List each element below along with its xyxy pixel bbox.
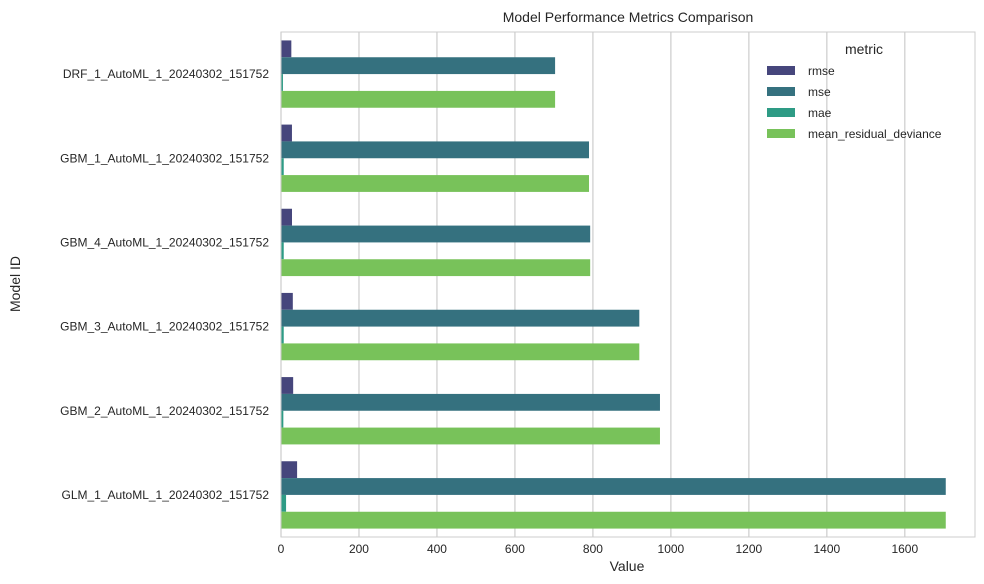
bar-mae-1 xyxy=(281,158,284,176)
bar-mae-5 xyxy=(281,494,287,512)
bar-mean_residual_deviance-0 xyxy=(281,90,556,108)
bar-rmse-2 xyxy=(281,208,292,226)
y-tick-label: GLM_1_AutoML_1_20240302_151752 xyxy=(61,488,269,502)
bar-rmse-3 xyxy=(281,292,293,310)
bar-mse-2 xyxy=(281,225,591,243)
x-tick-label: 1600 xyxy=(891,542,918,556)
chart-title: Model Performance Metrics Comparison xyxy=(503,9,754,25)
legend-title: metric xyxy=(845,41,883,57)
legend-label-mae: mae xyxy=(808,106,832,120)
x-tick-label: 600 xyxy=(505,542,525,556)
legend-label-mse: mse xyxy=(808,85,831,99)
x-tick-label: 1200 xyxy=(736,542,763,556)
bar-rmse-0 xyxy=(281,40,292,58)
bar-rmse-1 xyxy=(281,124,292,142)
bar-mean_residual_deviance-2 xyxy=(281,259,591,277)
x-tick-label: 200 xyxy=(349,542,369,556)
bar-rmse-5 xyxy=(281,461,298,479)
x-axis-title: Value xyxy=(610,558,645,574)
bar-mean_residual_deviance-5 xyxy=(281,511,946,529)
bar-mean_residual_deviance-1 xyxy=(281,175,590,192)
bar-mae-2 xyxy=(281,242,284,260)
legend-label-rmse: rmse xyxy=(808,64,835,78)
y-axis-ticks: DRF_1_AutoML_1_20240302_151752 GBM_1_Auto… xyxy=(60,67,269,502)
bars xyxy=(281,40,946,529)
legend-swatch-mse xyxy=(767,87,795,96)
bar-mse-4 xyxy=(281,393,660,411)
legend-swatch-mean_residual_deviance xyxy=(767,129,795,138)
bar-mse-5 xyxy=(281,478,946,495)
legend-label-mean_residual_deviance: mean_residual_deviance xyxy=(808,127,942,141)
legend-swatch-mae xyxy=(767,108,795,117)
bar-mse-3 xyxy=(281,309,640,327)
y-tick-label: GBM_1_AutoML_1_20240302_151752 xyxy=(60,151,269,165)
x-axis-ticks: 0 200 400 600 800 1000 1200 1400 1600 xyxy=(278,542,919,556)
y-tick-label: DRF_1_AutoML_1_20240302_151752 xyxy=(63,67,269,81)
x-tick-label: 0 xyxy=(278,542,285,556)
x-tick-label: 400 xyxy=(427,542,447,556)
legend-swatch-rmse xyxy=(767,66,795,75)
bar-mean_residual_deviance-4 xyxy=(281,427,660,445)
bar-mse-0 xyxy=(281,57,556,75)
bar-rmse-4 xyxy=(281,377,294,394)
legend: metric rmse mse mae mean_residual_deviance xyxy=(767,41,942,141)
bar-mean_residual_deviance-3 xyxy=(281,343,640,361)
y-tick-label: GBM_4_AutoML_1_20240302_151752 xyxy=(60,235,269,249)
x-tick-label: 1400 xyxy=(813,542,840,556)
y-axis-title: Model ID xyxy=(7,256,23,312)
bar-mse-1 xyxy=(281,141,590,159)
y-tick-label: GBM_3_AutoML_1_20240302_151752 xyxy=(60,320,269,334)
grid xyxy=(280,32,906,537)
bar-mae-0 xyxy=(281,74,283,91)
plot-frame xyxy=(280,31,976,538)
x-tick-label: 800 xyxy=(583,542,603,556)
y-tick-label: GBM_2_AutoML_1_20240302_151752 xyxy=(60,404,269,418)
bar-mae-3 xyxy=(281,326,284,344)
bar-mae-4 xyxy=(281,410,284,428)
x-tick-label: 1000 xyxy=(658,542,685,556)
